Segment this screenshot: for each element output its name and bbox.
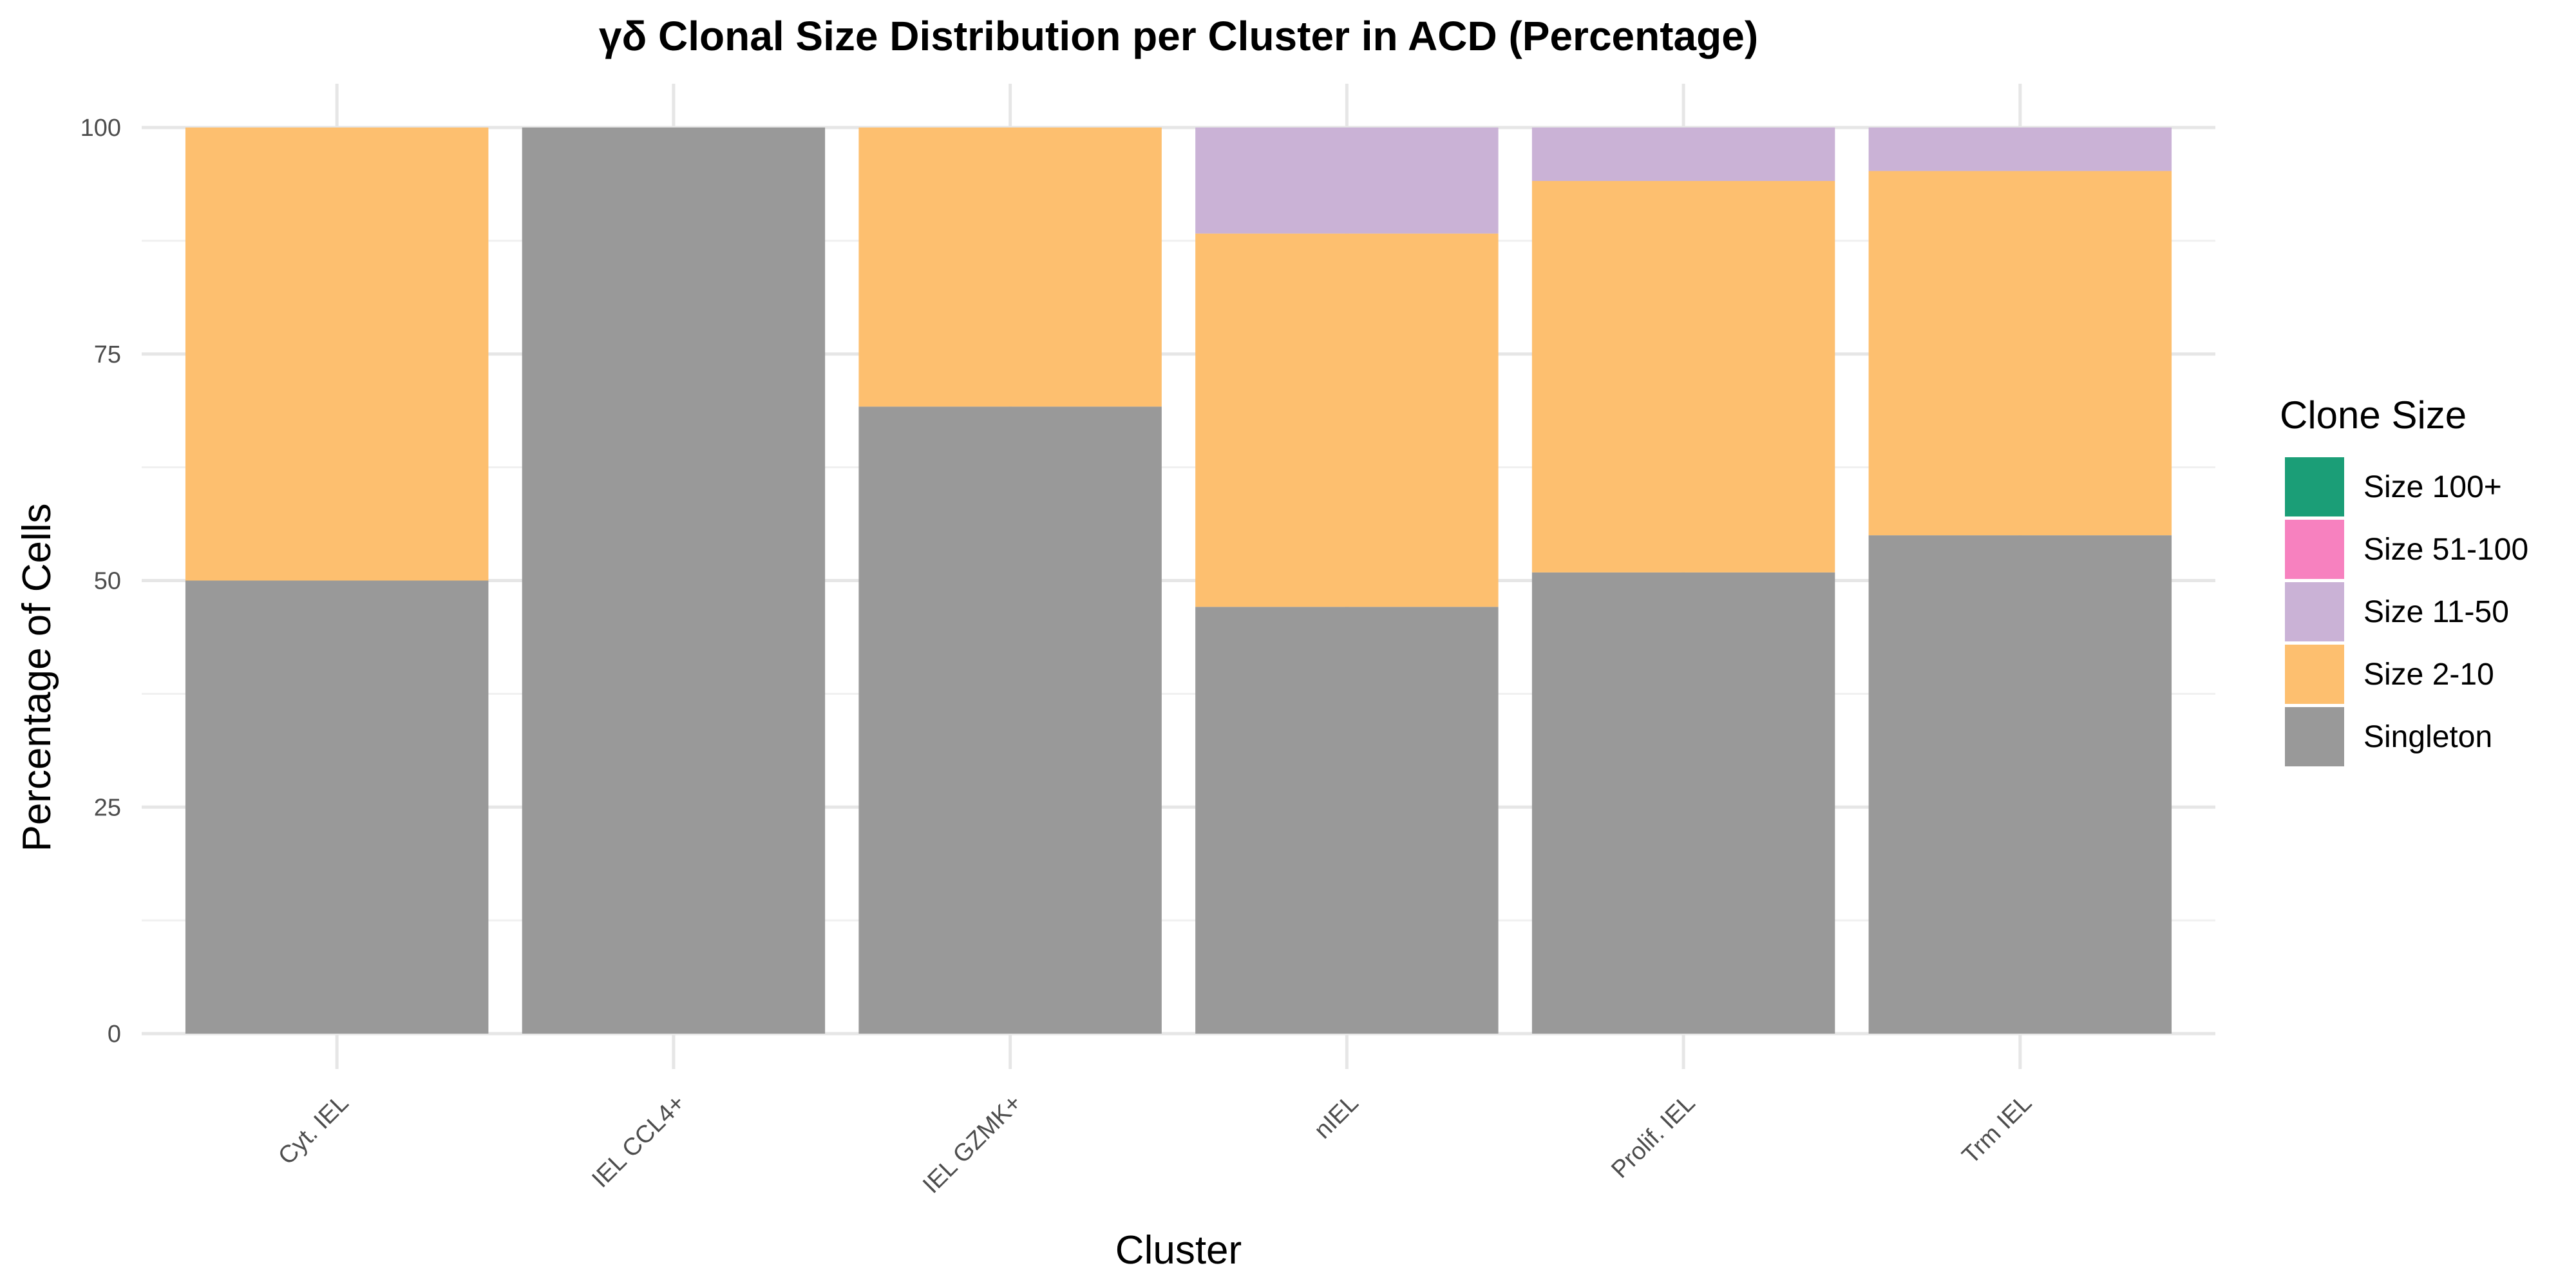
x-tick-label: IEL CCL4+ [587,1090,690,1193]
y-tick-label: 0 [108,1021,121,1048]
bar-iel-ccl4-singleton [522,128,826,1034]
legend-label-size-100: Size 100+ [2363,470,2502,504]
bar-cyt-iel-singleton [185,580,489,1034]
x-axis-title: Cluster [1115,1228,1242,1273]
bar-niel-size-2-10 [1195,233,1499,607]
legend-key-size-51-100 [2285,520,2344,579]
bar-trm-iel-size-2-10 [1868,171,2172,536]
bar-trm-iel-size-11-50 [1868,128,2172,171]
bar-trm-iel-singleton [1868,535,2172,1034]
legend-label-size-51-100: Size 51-100 [2363,533,2528,567]
bar-niel-size-11-50 [1195,128,1499,234]
legend: Clone Size Size 100+ Size 51-100 Size 11-5… [2280,393,2528,766]
x-tick-label: nIEL [1309,1090,1364,1144]
legend-label-size-2-10: Size 2-10 [2363,658,2494,692]
y-tick-label: 25 [94,794,121,821]
legend-key-size-11-50 [2285,582,2344,641]
bar-prolif-iel-size-2-10 [1531,181,1835,573]
legend-key-size-2-10 [2285,645,2344,704]
x-tick-label: Cyt. IEL [273,1090,354,1170]
y-tick-label: 100 [80,115,121,142]
x-axis-ticks: Cyt. IEL IEL CCL4+ IEL GZMK+ nIEL Prolif. IE… [273,1090,2037,1199]
bar-prolif-iel-singleton [1531,572,1835,1034]
x-tick-label: IEL GZMK+ [918,1090,1027,1199]
bar-iel-gzmk-singleton [858,406,1162,1034]
y-tick-label: 75 [94,341,121,368]
x-tick-label: Trm IEL [1957,1090,2037,1170]
y-axis-title: Percentage of Cells [15,503,59,851]
x-tick-label: Prolif. IEL [1606,1090,1700,1184]
chart-title: γδ Clonal Size Distribution per Cluster … [599,13,1758,59]
bar-cyt-iel-size-2-10 [185,128,489,581]
legend-label-singleton: Singleton [2363,720,2492,754]
y-tick-label: 50 [94,568,121,595]
legend-title: Clone Size [2280,393,2467,437]
legend-key-size-100 [2285,457,2344,516]
bar-prolif-iel-size-11-50 [1531,128,1835,182]
bars [185,128,2172,1034]
legend-key-singleton [2285,707,2344,766]
y-axis-ticks: 0 25 50 75 100 [80,115,121,1048]
bar-niel-singleton [1195,607,1499,1034]
legend-label-size-11-50: Size 11-50 [2363,595,2509,629]
bar-iel-gzmk-size-2-10 [858,128,1162,407]
